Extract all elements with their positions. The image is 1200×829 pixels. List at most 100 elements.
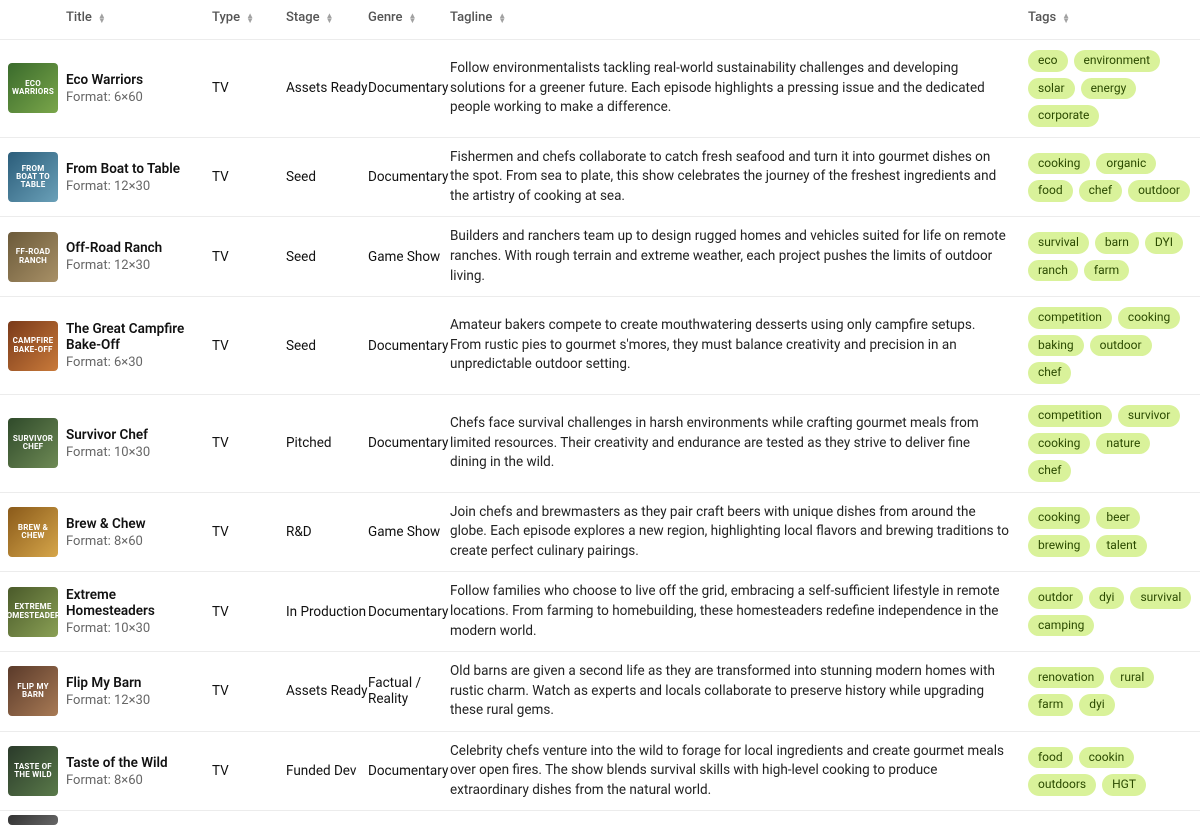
show-format: Format: 6×30 bbox=[66, 355, 204, 370]
show-title[interactable]: Survivor Chef bbox=[66, 427, 204, 443]
tag-pill[interactable]: survivor bbox=[1118, 405, 1180, 427]
show-title[interactable]: Flip My Barn bbox=[66, 675, 204, 691]
show-genre: Documentary bbox=[368, 604, 450, 620]
tag-pill[interactable]: HGT bbox=[1102, 774, 1146, 796]
tags-cell: eco environment solar energy corporate bbox=[1028, 50, 1192, 127]
show-stage: Seed bbox=[286, 249, 368, 265]
show-format: Format: 12×30 bbox=[66, 693, 204, 708]
tag-pill[interactable]: outdoor bbox=[1128, 180, 1190, 202]
tag-pill[interactable]: cooking bbox=[1118, 307, 1180, 329]
table-row[interactable]: TASTE OF THE WILDTaste of the WildFormat… bbox=[0, 732, 1200, 812]
tag-pill[interactable]: farm bbox=[1028, 694, 1073, 716]
tag-pill[interactable]: survival bbox=[1130, 587, 1191, 609]
table-row[interactable]: FF-ROAD RANCH Off-Road Ranch Format: 12×30… bbox=[0, 217, 1200, 297]
tag-pill[interactable]: energy bbox=[1081, 78, 1137, 100]
show-thumbnail[interactable]: ECO WARRIORS bbox=[8, 63, 58, 113]
show-thumbnail[interactable]: FROM BOAT TO TABLE bbox=[8, 152, 58, 202]
table-body: ECO WARRIORSEco WarriorsFormat: 6×60 TV As… bbox=[0, 40, 1200, 811]
tag-pill[interactable]: cooking bbox=[1028, 433, 1090, 455]
tag-pill[interactable]: organic bbox=[1096, 153, 1156, 175]
tag-pill[interactable]: talent bbox=[1096, 535, 1146, 557]
show-type: TV bbox=[212, 249, 286, 265]
tag-pill[interactable]: eco bbox=[1028, 50, 1068, 72]
tags-cell: survival barn DYI ranch farm bbox=[1028, 232, 1192, 281]
tags-cell: renovation rural farmdyi bbox=[1028, 667, 1192, 716]
column-header-label: Type bbox=[212, 10, 240, 25]
show-thumbnail[interactable] bbox=[8, 815, 58, 825]
tag-pill[interactable]: outdoor bbox=[1090, 335, 1152, 357]
show-thumbnail[interactable]: CAMPFIRE BAKE-OFF bbox=[8, 321, 58, 371]
tag-pill[interactable]: nature bbox=[1096, 433, 1150, 455]
show-thumbnail[interactable]: BREW & CHEW bbox=[8, 507, 58, 557]
show-genre: Documentary bbox=[368, 80, 450, 96]
tag-pill[interactable]: food bbox=[1028, 747, 1073, 769]
title-cell: The Great Campfire Bake-Off Format: 6×30 bbox=[66, 321, 212, 370]
tag-pill[interactable]: brewing bbox=[1028, 535, 1090, 557]
show-thumbnail[interactable]: SURVIVOR CHEF bbox=[8, 418, 58, 468]
tag-pill[interactable]: chef bbox=[1028, 362, 1071, 384]
thumbnail-cell: FROM BOAT TO TABLE bbox=[8, 152, 66, 202]
tag-pill[interactable]: environment bbox=[1074, 50, 1161, 72]
table-row[interactable]: CAMPFIRE BAKE-OFFThe Great Campfire Bake… bbox=[0, 297, 1200, 395]
show-thumbnail[interactable]: EXTREME HOMESTEADERS bbox=[8, 587, 58, 637]
show-stage: Assets Ready bbox=[286, 80, 368, 96]
table-row[interactable]: SURVIVOR CHEFSurvivor ChefFormat: 10×30T… bbox=[0, 395, 1200, 493]
show-stage: Seed bbox=[286, 338, 368, 354]
tag-pill[interactable]: beer bbox=[1096, 507, 1140, 529]
title-cell: Eco WarriorsFormat: 6×60 bbox=[66, 72, 212, 105]
show-thumbnail[interactable]: FLIP MY BARN bbox=[8, 666, 58, 716]
tag-pill[interactable]: DYI bbox=[1145, 232, 1183, 254]
tag-pill[interactable]: camping bbox=[1028, 615, 1094, 637]
tag-pill[interactable]: solar bbox=[1028, 78, 1075, 100]
tag-pill[interactable]: outdor bbox=[1028, 587, 1083, 609]
tag-pill[interactable]: baking bbox=[1028, 335, 1084, 357]
tag-pill[interactable]: rural bbox=[1110, 667, 1154, 689]
tag-pill[interactable]: cookin bbox=[1079, 747, 1135, 769]
tag-pill[interactable]: barn bbox=[1095, 232, 1139, 254]
column-header-tagline[interactable]: Tagline bbox=[450, 10, 1028, 25]
table-row[interactable]: FROM BOAT TO TABLEFrom Boat to TableForm… bbox=[0, 138, 1200, 218]
table-row[interactable]: EXTREME HOMESTEADERSExtreme Homesteaders… bbox=[0, 572, 1200, 652]
column-header-title[interactable]: Title bbox=[66, 10, 212, 25]
show-stage: R&D bbox=[286, 524, 368, 540]
column-header-type[interactable]: Type bbox=[212, 10, 286, 25]
column-header-stage[interactable]: Stage bbox=[286, 10, 368, 25]
tag-pill[interactable]: survival bbox=[1028, 232, 1089, 254]
tag-pill[interactable]: chef bbox=[1079, 180, 1122, 202]
show-genre: Documentary bbox=[368, 763, 450, 779]
tag-pill[interactable]: competition bbox=[1028, 307, 1112, 329]
thumbnail-cell: ECO WARRIORS bbox=[8, 63, 66, 113]
table-row[interactable]: ECO WARRIORSEco WarriorsFormat: 6×60TVAs… bbox=[0, 40, 1200, 138]
column-header-label: Title bbox=[66, 10, 92, 25]
tag-pill[interactable]: dyi bbox=[1079, 694, 1114, 716]
tag-pill[interactable]: food bbox=[1028, 180, 1073, 202]
title-cell: From Boat to TableFormat: 12×30 bbox=[66, 161, 212, 194]
table-row[interactable]: FLIP MY BARNFlip My BarnFormat: 12×30TVA… bbox=[0, 652, 1200, 732]
show-title[interactable]: Off-Road Ranch bbox=[66, 240, 204, 256]
tag-pill[interactable]: corporate bbox=[1028, 105, 1099, 127]
column-header-genre[interactable]: Genre bbox=[368, 10, 450, 25]
tag-pill[interactable]: cooking bbox=[1028, 507, 1090, 529]
show-thumbnail[interactable]: FF-ROAD RANCH bbox=[8, 232, 58, 282]
show-title[interactable]: Eco Warriors bbox=[66, 72, 204, 88]
sort-icon bbox=[246, 13, 254, 23]
tag-pill[interactable]: cooking bbox=[1028, 153, 1090, 175]
show-title[interactable]: Extreme Homesteaders bbox=[66, 587, 204, 619]
tags-cell: competition cooking baking outdoor chef bbox=[1028, 307, 1192, 384]
show-title[interactable]: Taste of the Wild bbox=[66, 755, 204, 771]
tag-pill[interactable]: ranch bbox=[1028, 260, 1078, 282]
tag-pill[interactable]: dyi bbox=[1089, 587, 1124, 609]
tag-pill[interactable]: competition bbox=[1028, 405, 1112, 427]
show-title[interactable]: The Great Campfire Bake-Off bbox=[66, 321, 204, 353]
column-header-tags[interactable]: Tags bbox=[1028, 10, 1192, 25]
table-row[interactable]: BREW & CHEWBrew & ChewFormat: 8×60TVR&DG… bbox=[0, 493, 1200, 573]
tag-pill[interactable]: outdoors bbox=[1028, 774, 1096, 796]
column-header-label: Stage bbox=[286, 10, 320, 25]
show-format: Format: 12×30 bbox=[66, 258, 204, 273]
show-thumbnail[interactable]: TASTE OF THE WILD bbox=[8, 746, 58, 796]
tag-pill[interactable]: chef bbox=[1028, 460, 1071, 482]
show-title[interactable]: Brew & Chew bbox=[66, 516, 204, 532]
show-title[interactable]: From Boat to Table bbox=[66, 161, 204, 177]
tag-pill[interactable]: farm bbox=[1084, 260, 1129, 282]
tag-pill[interactable]: renovation bbox=[1028, 667, 1104, 689]
